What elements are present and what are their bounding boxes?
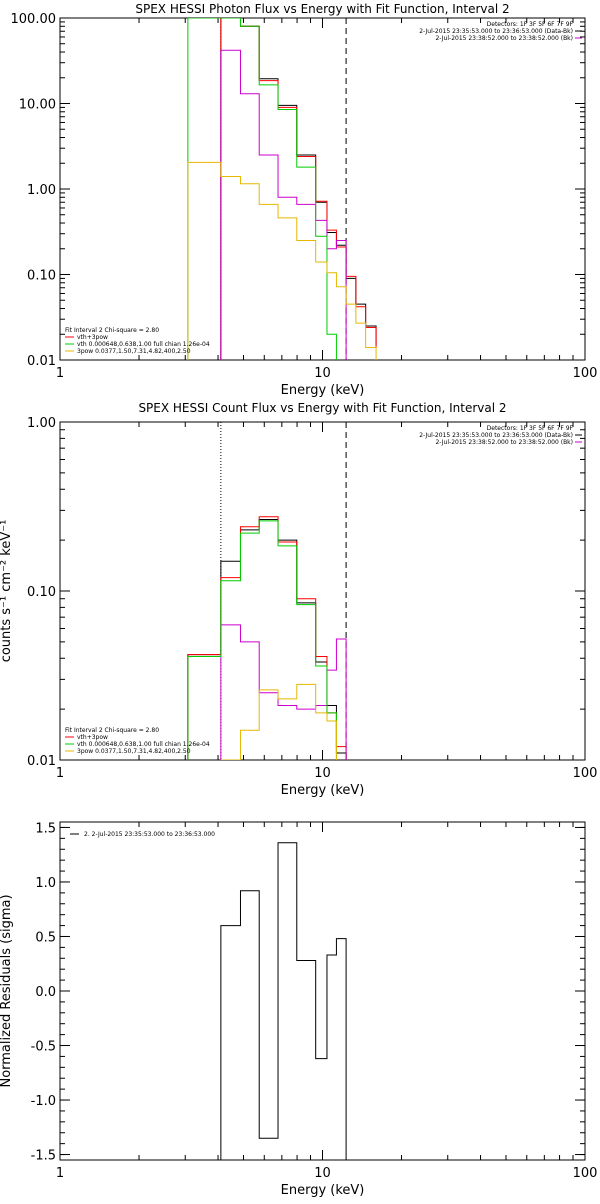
y-tick-label: 1.00 bbox=[27, 183, 56, 198]
legend-entry-text: vth+3pow bbox=[77, 734, 108, 741]
series-step-line bbox=[187, 518, 347, 760]
y-tick-label: -1.0 bbox=[31, 1094, 56, 1109]
y-tick-label: 1.00 bbox=[27, 416, 56, 431]
series-step-line bbox=[220, 49, 347, 360]
plot-frame bbox=[59, 17, 586, 361]
y-axis-label: counts s⁻¹ cm⁻² keV⁻¹ bbox=[0, 520, 14, 663]
y-tick-label: 0.5 bbox=[35, 930, 56, 945]
series-step-line bbox=[220, 18, 377, 360]
legend-entry-text: vth 0.000648,0.638,1.00 full chian 1.26e… bbox=[77, 341, 210, 348]
x-tick-label: 100 bbox=[573, 366, 598, 381]
legend-entry-text: Detectors: 1F 3F 5F 6F 7F 9F bbox=[487, 425, 574, 432]
series-step-line bbox=[220, 18, 377, 360]
y-axis-label: Normalized Residuals (sigma) bbox=[0, 894, 14, 1087]
y-tick-label: 0.10 bbox=[27, 585, 56, 600]
legend-entry-text: 2-Jul-2015 23:38:52.000 to 23:38:52.000 … bbox=[435, 439, 573, 446]
y-tick-label: 0.01 bbox=[27, 754, 56, 769]
x-tick-label: 100 bbox=[573, 1166, 598, 1181]
legend-entry-text: Fit Interval 2 Chi-square = 2.80 bbox=[65, 727, 159, 734]
x-tick-label: 1 bbox=[56, 766, 64, 781]
series-step-line bbox=[187, 520, 337, 760]
y-tick-label: 0.01 bbox=[27, 354, 56, 369]
legend-entry-text: 2-Jul-2015 23:35:53.000 to 23:36:53.000 … bbox=[419, 28, 573, 35]
legend-entry-text: Detectors: 1F 3F 5F 6F 7F 9F bbox=[487, 21, 574, 28]
x-tick-label: 1 bbox=[56, 1166, 64, 1181]
plot-frame bbox=[59, 821, 586, 1161]
plot-frame bbox=[59, 421, 586, 761]
panel-count-flux: SPEX HESSI Count Flux vs Energy with Fit… bbox=[0, 401, 597, 798]
series-step-line bbox=[220, 683, 337, 760]
series-step-line bbox=[220, 624, 347, 760]
series-group bbox=[187, 18, 377, 360]
y-tick-label: 0.0 bbox=[35, 985, 56, 1000]
x-tick-label: 1 bbox=[56, 366, 64, 381]
panel-residuals: 1 10 100 Energy (keV) 1.5 1.0 0.5 0.0 -0.5 -1.0 -1… bbox=[0, 821, 597, 1198]
panel-photon-flux: SPEX HESSI Photon Flux vs Energy with Fi… bbox=[11, 2, 598, 398]
legend-entry-text: 2. 2-Jul-2015 23:35:53.000 to 23:36:53.0… bbox=[84, 831, 215, 838]
series-step-line bbox=[220, 842, 347, 1160]
x-tick-label: 10 bbox=[314, 366, 331, 381]
series-step-line bbox=[187, 161, 377, 360]
legend-entry-text: 2-Jul-2015 23:38:52.000 to 23:38:52.000 … bbox=[435, 35, 573, 42]
y-tick-label: 0.10 bbox=[27, 269, 56, 284]
series-group bbox=[187, 516, 347, 760]
x-tick-label: 10 bbox=[314, 766, 331, 781]
y-tick-label: 1.5 bbox=[35, 821, 56, 836]
chart-title: SPEX HESSI Count Flux vs Energy with Fit… bbox=[138, 401, 506, 415]
series-step-line bbox=[187, 18, 337, 360]
x-axis-label: Energy (keV) bbox=[281, 783, 365, 798]
series-group bbox=[220, 842, 347, 1160]
y-tick-label: -1.5 bbox=[31, 1149, 56, 1164]
chart-title: SPEX HESSI Photon Flux vs Energy with Fi… bbox=[135, 2, 509, 16]
legend-entry-text: Fit Interval 2 Chi-square = 2.80 bbox=[65, 327, 159, 334]
legend-entry-text: vth 0.000648,0.638,1.00 full chian 1.26e… bbox=[77, 741, 210, 748]
x-axis-label: Energy (keV) bbox=[281, 383, 365, 398]
legend-entry-text: 3pow 0.0377,1.50,7.31,4.82,400,2.50 bbox=[77, 348, 191, 355]
legend-entry-text: 2-Jul-2015 23:35:53.000 to 23:36:53.000 … bbox=[419, 432, 573, 439]
series-step-line bbox=[187, 516, 347, 760]
legend-entry-text: 3pow 0.0377,1.50,7.31,4.82,400,2.50 bbox=[77, 748, 191, 755]
y-tick-label: 100.00 bbox=[11, 12, 57, 27]
y-tick-label: 10.00 bbox=[19, 98, 56, 113]
y-tick-label: -0.5 bbox=[31, 1040, 56, 1055]
x-tick-label: 10 bbox=[314, 1166, 331, 1181]
legend-entry-text: vth+3pow bbox=[77, 334, 108, 341]
x-tick-label: 100 bbox=[573, 766, 598, 781]
y-tick-label: 1.0 bbox=[35, 876, 56, 891]
x-axis-label: Energy (keV) bbox=[281, 1183, 365, 1198]
